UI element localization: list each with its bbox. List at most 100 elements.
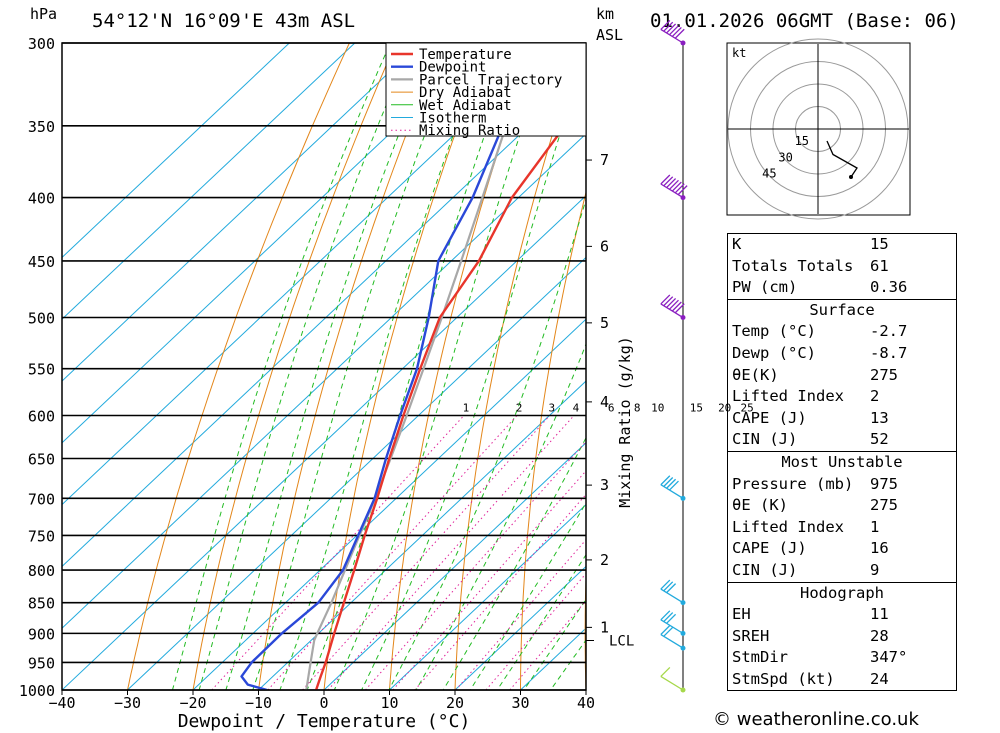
height-tick-label: 4 bbox=[600, 393, 609, 411]
wind-barb-flag bbox=[666, 613, 677, 624]
cin-row: CIN (J) 52 bbox=[728, 429, 956, 451]
height-tick-label: 3 bbox=[600, 476, 609, 494]
isotherm-line bbox=[257, 380, 586, 690]
wind-barb-flag bbox=[671, 301, 682, 312]
cape-label: CAPE (J) bbox=[732, 408, 807, 427]
height-tick-label: 5 bbox=[600, 314, 609, 332]
mixing-ratio-label: 3 bbox=[549, 401, 556, 414]
wind-barb-flag bbox=[669, 299, 679, 310]
pw-value: 0.36 bbox=[870, 278, 908, 297]
sounding-profiles bbox=[240, 43, 586, 690]
wind-barb-shaft bbox=[660, 484, 684, 499]
wind-barb-flag bbox=[666, 297, 677, 308]
x-axis-label: Dewpoint / Temperature (°C) bbox=[178, 711, 471, 732]
stmspd-value: 24 bbox=[870, 669, 889, 688]
mu-cin-label: CIN (J) bbox=[732, 560, 798, 579]
isobars bbox=[62, 42, 586, 691]
pressure-axis: 300 350 400 450 500 550 600 650 700 750 800 850 900 9… bbox=[19, 35, 55, 700]
mu-cape-value: 16 bbox=[870, 539, 889, 558]
copyright: © weatheronline.co.uk bbox=[713, 709, 919, 730]
totals-label: Totals Totals bbox=[732, 256, 854, 275]
pressure-tick-label: 1000 bbox=[19, 682, 55, 700]
wind-barb-flag bbox=[660, 579, 671, 590]
isotherm-line bbox=[62, 194, 586, 690]
plot-frame bbox=[61, 42, 587, 691]
mu-lifted-index-value: 1 bbox=[870, 517, 880, 536]
temperature-tick-label: −30 bbox=[114, 694, 141, 712]
height-unit-asl: ASL bbox=[596, 26, 623, 44]
wind-barb-flag bbox=[666, 583, 677, 594]
location-title: 54°12'N 16°09'E 43m ASL bbox=[92, 10, 355, 32]
temperature-tick-label: 40 bbox=[577, 694, 595, 712]
wind-barb-flag bbox=[660, 625, 671, 635]
legend-label: Dewpoint bbox=[419, 60, 486, 76]
mu-cin-value: 9 bbox=[870, 560, 880, 579]
wind-barb-flag bbox=[674, 303, 685, 314]
wet-adiabat-line bbox=[198, 43, 413, 690]
pressure-tick-label: 550 bbox=[28, 361, 55, 379]
wind-barb-shaft bbox=[660, 588, 684, 604]
hodograph-title: Hodograph bbox=[800, 583, 884, 602]
height-unit-km: km bbox=[596, 5, 614, 23]
totals-value: 61 bbox=[870, 256, 889, 275]
height-tick-label: 7 bbox=[600, 151, 609, 169]
wind-barb-shaft bbox=[660, 28, 684, 44]
mixing-ratio-labels: 1 2 3 4 6 8 10 15 20 25 bbox=[463, 401, 754, 414]
k-index-value: 15 bbox=[870, 235, 889, 253]
legend-label: Dry Adiabat bbox=[419, 85, 512, 101]
mixing-ratio-line bbox=[327, 415, 575, 690]
hodograph-unit: kt bbox=[732, 46, 746, 60]
pressure-tick-label: 900 bbox=[28, 625, 55, 643]
dry-adiabat-line bbox=[584, 565, 586, 690]
stmdir-label: StmDir bbox=[732, 648, 788, 667]
pressure-tick-label: 500 bbox=[28, 310, 55, 328]
wind-barb-flag bbox=[669, 179, 679, 190]
wind-barb-flag bbox=[671, 181, 682, 192]
mu-cin-row: CIN (J) 9 bbox=[728, 560, 956, 582]
height-tick-label: 1 bbox=[600, 618, 609, 636]
wind-barb-flag bbox=[660, 294, 671, 305]
mixing-ratio-line bbox=[302, 415, 551, 690]
legend-label: Parcel Trajectory bbox=[419, 72, 562, 88]
wind-barb-flag bbox=[669, 25, 679, 36]
indices-basic: K 15 Totals Totals 61 PW (cm) 0.36 bbox=[728, 234, 956, 299]
temperature-tick-label: 30 bbox=[511, 694, 529, 712]
temp-value: -2.7 bbox=[870, 322, 908, 341]
height-tick-label: 6 bbox=[600, 237, 609, 255]
mixing-ratio-label: 6 bbox=[608, 401, 615, 414]
wind-barb-flag bbox=[660, 19, 671, 30]
wind-barb-shaft bbox=[660, 183, 684, 199]
dry-adiabat-line bbox=[987, 0, 1000, 716]
theta-e-label: θE(K) bbox=[732, 365, 779, 384]
pressure-tick-label: 400 bbox=[28, 190, 55, 208]
theta-e-row: θE(K) 275 bbox=[728, 365, 956, 387]
mu-pressure-row: Pressure (mb) 975 bbox=[728, 474, 956, 496]
mixing-ratio-label: 1 bbox=[463, 401, 470, 414]
mu-theta-e-row: θE (K) 275 bbox=[728, 495, 956, 517]
mixing-ratio-label: 8 bbox=[634, 401, 641, 414]
mu-theta-e-label: θE (K) bbox=[732, 496, 788, 515]
pressure-tick-label: 600 bbox=[28, 407, 55, 425]
temperature-tick-label: −20 bbox=[179, 694, 206, 712]
surface-title: Surface bbox=[809, 300, 875, 319]
pw-label: PW (cm) bbox=[732, 278, 798, 297]
wind-barb-flag bbox=[660, 174, 671, 185]
wind-barb-flag bbox=[663, 296, 674, 307]
mu-lifted-index-label: Lifted Index bbox=[732, 517, 844, 536]
wind-barb-flag bbox=[666, 178, 677, 188]
eh-label: EH bbox=[732, 605, 751, 624]
legend-box bbox=[385, 42, 587, 137]
temperature-axis: −40 −30 −20 −10 0 10 20 30 40 bbox=[48, 690, 595, 712]
indices-surface: Surface Temp (°C) -2.7 Dewp (°C) -8.7 θE(K… bbox=[728, 298, 956, 451]
wind-barb-flag bbox=[674, 28, 685, 39]
isotherm-line bbox=[62, 71, 586, 568]
wind-barb-flag bbox=[669, 480, 679, 491]
wet-adiabat-line bbox=[252, 43, 462, 690]
wind-barb-flag bbox=[677, 185, 688, 196]
mixing-ratio-line bbox=[455, 538, 586, 690]
pressure-tick-label: 800 bbox=[28, 562, 55, 580]
temperature-tick-label: 10 bbox=[380, 694, 398, 712]
